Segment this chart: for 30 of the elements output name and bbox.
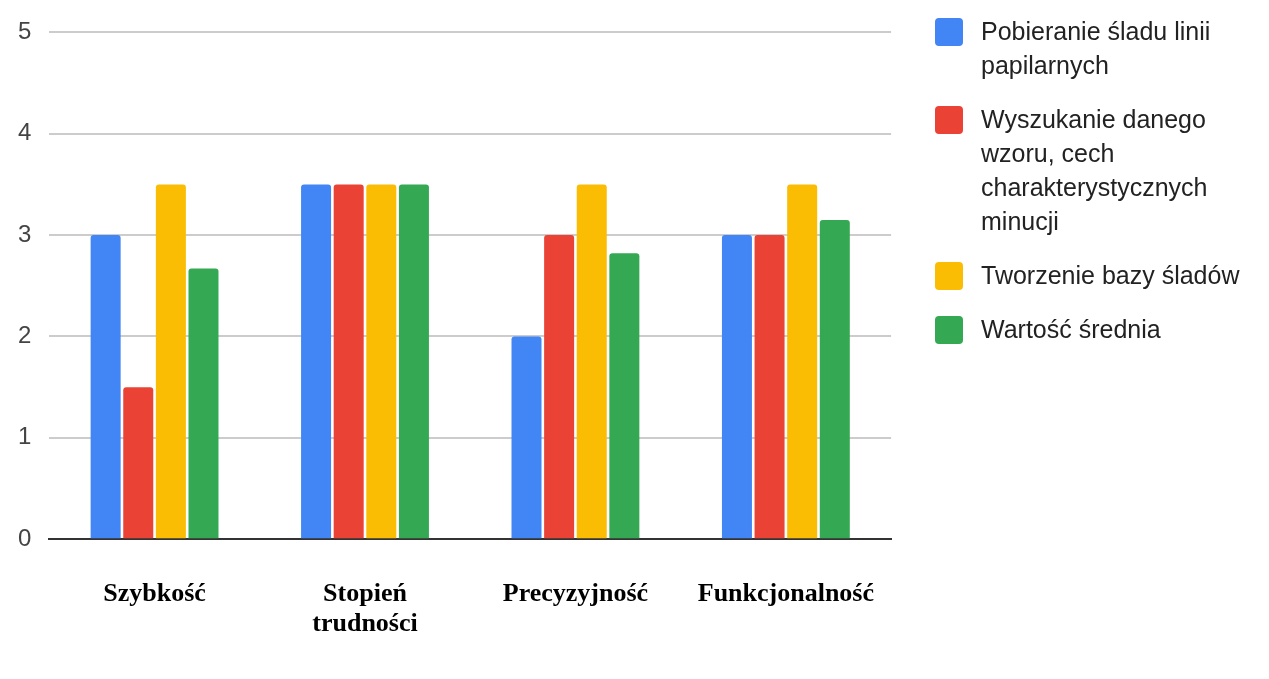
bar [754, 235, 785, 539]
bar [301, 184, 332, 539]
legend-label: Pobieranie śladu linii papilarnych [981, 16, 1212, 81]
legend-label: Wartość średnia [981, 314, 1161, 345]
y-tick-label: 3 [17, 219, 32, 247]
bar [544, 235, 575, 539]
bar [511, 336, 542, 539]
legend-label: Tworzenie bazy śladów [981, 260, 1240, 291]
bar [819, 219, 850, 539]
y-tick-label: 5 [17, 17, 32, 45]
bar [333, 184, 364, 539]
bar [123, 387, 154, 539]
bar [90, 235, 121, 539]
bar [721, 235, 752, 539]
bar [787, 184, 818, 539]
bar [576, 184, 607, 539]
x-tick-label: Szybkość [103, 577, 206, 607]
bar [188, 268, 219, 539]
y-tick-label: 0 [17, 523, 32, 551]
y-tick-label: 1 [17, 422, 32, 450]
legend-label: Wyszukanie danego wzoru, cech charakterystycznych minucji [981, 104, 1209, 237]
bar [155, 184, 186, 539]
x-tick-label: Precyzyjność [502, 577, 649, 607]
bar [398, 184, 429, 539]
y-tick-label: 4 [17, 118, 32, 146]
y-tick-label: 2 [17, 321, 32, 349]
bar [366, 184, 397, 539]
bar [609, 253, 640, 539]
x-tick-label: Funkcjonalność [697, 577, 874, 607]
x-tick-label: Stopień trudności [312, 577, 418, 637]
